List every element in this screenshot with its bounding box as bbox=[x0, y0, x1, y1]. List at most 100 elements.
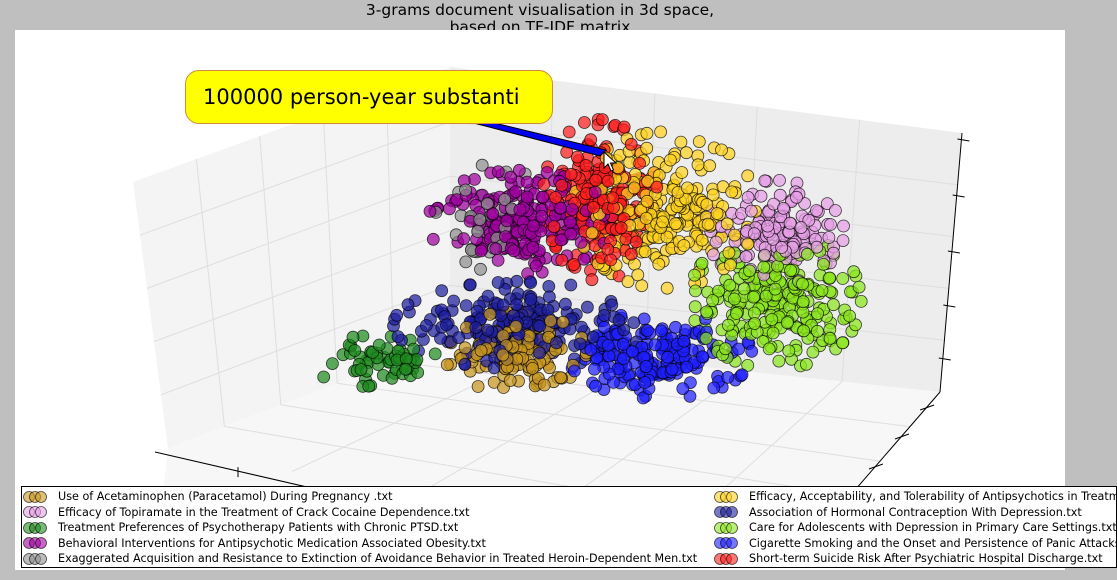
point-series-8 bbox=[732, 342, 746, 356]
point-series-5 bbox=[635, 279, 649, 293]
legend-label: Efficacy of Topiramate in the Treatment … bbox=[58, 505, 470, 519]
point-series-8 bbox=[676, 382, 690, 396]
point-series-8 bbox=[602, 349, 616, 363]
point-series-8 bbox=[735, 368, 749, 382]
point-series-5 bbox=[621, 275, 635, 289]
point-series-9 bbox=[601, 174, 615, 188]
point-series-5 bbox=[631, 268, 645, 282]
point-series-8 bbox=[677, 334, 691, 348]
point-series-9 bbox=[564, 167, 578, 181]
point-series-7 bbox=[771, 259, 784, 273]
point-series-8 bbox=[568, 364, 581, 378]
point-series-9 bbox=[606, 191, 620, 205]
legend-label: Cigarette Smoking and the Onset and Pers… bbox=[749, 536, 1117, 550]
point-series-8 bbox=[638, 376, 652, 389]
point-series-0 bbox=[483, 307, 497, 321]
point-series-7 bbox=[757, 260, 771, 274]
point-series-7 bbox=[847, 265, 861, 279]
grid-line-left-v0 bbox=[195, 158, 225, 427]
point-series-9 bbox=[562, 125, 576, 139]
point-series-0 bbox=[509, 320, 523, 334]
point-series-7 bbox=[784, 264, 797, 277]
point-series-8 bbox=[721, 370, 735, 384]
point-series-7 bbox=[801, 247, 814, 261]
z-tick-2 bbox=[947, 250, 960, 254]
point-series-5 bbox=[720, 217, 734, 231]
point-series-7 bbox=[737, 282, 751, 296]
point-series-8 bbox=[588, 362, 601, 376]
point-series-5 bbox=[641, 174, 655, 188]
legend-entry: Efficacy, Acceptability, and Tolerabilit… bbox=[713, 489, 1116, 504]
point-series-4 bbox=[475, 158, 489, 172]
z-tick-3 bbox=[943, 304, 956, 308]
point-series-1 bbox=[802, 213, 816, 227]
point-series-9 bbox=[614, 221, 628, 235]
y-tick-0 bbox=[919, 404, 935, 411]
point-series-5 bbox=[638, 245, 652, 259]
legend-marker-icon bbox=[23, 537, 47, 550]
point-series-8 bbox=[707, 381, 721, 395]
point-series-5 bbox=[725, 185, 739, 199]
point-series-9 bbox=[537, 177, 551, 191]
point-series-3 bbox=[565, 203, 579, 217]
point-series-8 bbox=[626, 345, 639, 358]
point-series-5 bbox=[701, 217, 715, 231]
point-series-9 bbox=[617, 120, 631, 134]
point-series-8 bbox=[639, 360, 653, 373]
point-series-6 bbox=[612, 313, 626, 327]
point-series-7 bbox=[747, 290, 760, 304]
point-series-1 bbox=[761, 219, 775, 233]
point-series-3 bbox=[489, 242, 503, 256]
point-series-6 bbox=[510, 298, 523, 312]
chart-legend: Use of Acetaminophen (Paracetamol) Durin… bbox=[21, 486, 1117, 568]
point-series-9 bbox=[589, 173, 603, 187]
point-series-2 bbox=[410, 353, 424, 367]
point-series-6 bbox=[481, 289, 495, 303]
point-series-7 bbox=[730, 307, 743, 320]
point-series-1 bbox=[744, 204, 758, 218]
point-series-8 bbox=[665, 362, 679, 376]
point-series-3 bbox=[474, 244, 488, 258]
point-series-9 bbox=[629, 235, 643, 249]
point-series-9 bbox=[567, 258, 581, 271]
point-series-8 bbox=[641, 324, 654, 337]
point-series-7 bbox=[741, 358, 755, 372]
point-series-3 bbox=[500, 214, 514, 228]
point-series-7 bbox=[719, 342, 732, 356]
point-series-9 bbox=[585, 273, 599, 287]
z-axis-line bbox=[939, 132, 963, 393]
point-series-6 bbox=[419, 319, 433, 332]
point-series-7 bbox=[780, 316, 794, 330]
point-series-2 bbox=[372, 338, 386, 352]
point-series-7 bbox=[723, 278, 737, 292]
point-series-6 bbox=[463, 278, 477, 292]
legend-entry: Efficacy of Topiramate in the Treatment … bbox=[22, 505, 469, 520]
point-series-0 bbox=[537, 378, 551, 392]
point-series-3 bbox=[535, 209, 549, 223]
point-series-6 bbox=[452, 331, 466, 345]
point-series-7 bbox=[836, 272, 850, 285]
legend-label: Exaggerated Acquisition and Resistance t… bbox=[58, 552, 698, 566]
mouse-cursor-icon bbox=[603, 151, 617, 172]
point-series-6 bbox=[605, 298, 619, 312]
point-series-9 bbox=[604, 253, 618, 267]
grid-line-floor-a1 bbox=[280, 404, 851, 497]
point-series-5 bbox=[669, 217, 682, 231]
legend-entry: Cigarette Smoking and the Onset and Pers… bbox=[713, 536, 1117, 551]
point-series-5 bbox=[722, 246, 736, 260]
point-series-3 bbox=[520, 175, 534, 189]
legend-entry: Association of Hormonal Contraception Wi… bbox=[713, 505, 1082, 520]
point-series-9 bbox=[624, 137, 638, 151]
point-series-7 bbox=[811, 324, 824, 338]
point-series-1 bbox=[739, 250, 753, 264]
point-series-7 bbox=[772, 354, 786, 368]
point-series-3 bbox=[513, 203, 527, 217]
point-series-6 bbox=[491, 276, 505, 289]
point-series-8 bbox=[584, 343, 598, 357]
point-series-1 bbox=[754, 189, 768, 203]
point-series-3 bbox=[486, 207, 500, 221]
legend-marker-icon bbox=[23, 521, 47, 534]
point-series-7 bbox=[759, 289, 773, 303]
point-series-7 bbox=[748, 317, 761, 330]
point-series-1 bbox=[790, 190, 803, 204]
